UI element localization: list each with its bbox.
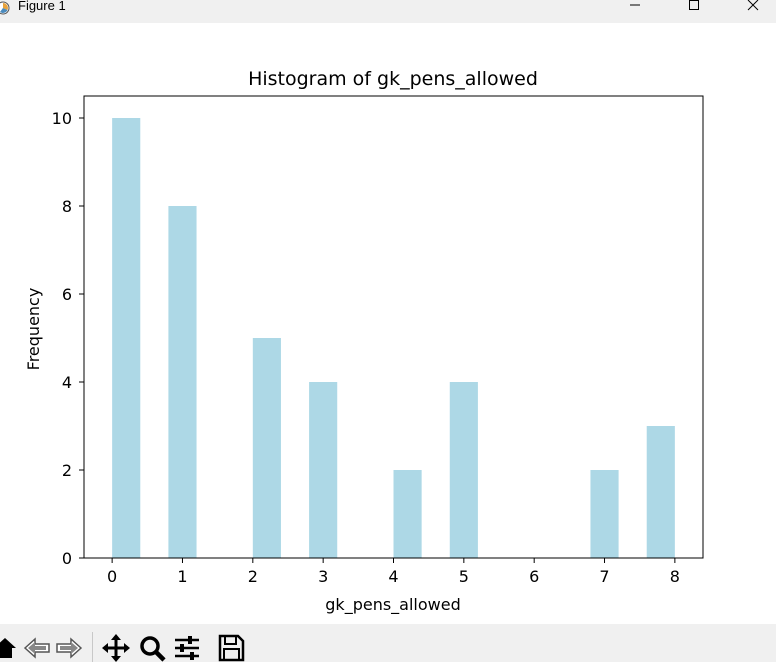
configure-subplots-button[interactable]	[172, 632, 202, 662]
x-tick-label: 8	[670, 567, 680, 586]
x-tick-label: 6	[529, 567, 539, 586]
app-icon	[0, 0, 10, 15]
navigation-toolbar	[0, 624, 776, 662]
forward-button[interactable]	[54, 632, 84, 662]
maximize-icon	[689, 0, 699, 10]
save-icon	[218, 634, 245, 662]
pan-button[interactable]	[101, 632, 131, 662]
back-button[interactable]	[22, 632, 52, 662]
save-button[interactable]	[216, 632, 246, 662]
configure-subplots-icon	[175, 636, 199, 660]
pan-icon	[102, 634, 130, 662]
x-tick-label: 5	[459, 567, 469, 586]
histogram-bar	[252, 338, 281, 558]
window-titlebar: Figure 1	[0, 0, 776, 23]
forward-icon	[56, 637, 83, 659]
back-icon	[23, 637, 50, 659]
histogram-bar	[309, 382, 338, 558]
histogram-chart: Histogram of gk_pens_allowed 0 1 2 3 4 5 6 7 8 0…	[24, 68, 704, 615]
y-axis-label: Frequency	[24, 288, 43, 371]
maximize-button[interactable]	[671, 0, 717, 14]
histogram-bar	[646, 426, 675, 558]
y-tick-label: 6	[62, 285, 72, 304]
y-tick-label: 2	[62, 461, 72, 480]
x-tick-label: 0	[107, 567, 117, 586]
x-tick-label: 7	[599, 567, 609, 586]
minimize-button[interactable]	[612, 0, 658, 14]
home-button[interactable]	[0, 632, 20, 662]
x-tick-label: 4	[388, 567, 398, 586]
toolbar-separator	[92, 632, 93, 662]
figure-canvas[interactable]: Histogram of gk_pens_allowed 0 1 2 3 4 5 6 7 8 0…	[0, 23, 776, 624]
y-tick-label: 0	[62, 549, 72, 568]
zoom-button[interactable]	[137, 632, 167, 662]
x-tick-label: 3	[318, 567, 328, 586]
home-icon	[0, 638, 16, 658]
histogram-bar	[168, 206, 197, 558]
x-tick-label: 2	[248, 567, 258, 586]
histogram-bar	[590, 470, 619, 558]
x-axis-label: gk_pens_allowed	[325, 595, 460, 615]
histogram-bar	[112, 118, 141, 558]
y-tick-label: 8	[62, 197, 72, 216]
close-button[interactable]	[730, 0, 776, 14]
histogram-bar	[449, 382, 478, 558]
minimize-icon	[630, 4, 640, 6]
y-tick-label: 4	[62, 373, 72, 392]
chart-title: Histogram of gk_pens_allowed	[248, 68, 538, 90]
window-title: Figure 1	[18, 0, 66, 13]
histogram-bar	[393, 470, 422, 558]
x-tick-label: 1	[177, 567, 187, 586]
close-icon	[747, 0, 759, 11]
zoom-icon	[140, 636, 166, 662]
y-tick-label: 10	[52, 109, 72, 128]
